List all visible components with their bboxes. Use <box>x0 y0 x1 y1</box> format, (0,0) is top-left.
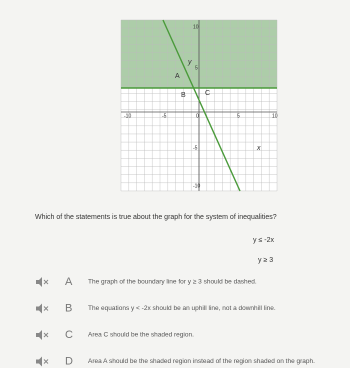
x-axis-label: x <box>256 145 261 152</box>
y-axis-label: y <box>187 59 192 66</box>
x-tick-label: 0 <box>196 113 199 119</box>
boundary-neg2x <box>162 19 241 192</box>
option[interactable]: A The graph of the boundary line for y ≥ … <box>36 276 257 288</box>
option[interactable]: D Area A should be the shaded region inst… <box>36 355 315 367</box>
options: A The graph of the boundary line for y ≥ … <box>36 276 315 367</box>
inequality: y ≤ -2x <box>253 237 274 244</box>
speaker-icon <box>36 277 42 287</box>
speaker-icon <box>36 330 42 340</box>
option-letter: C <box>65 329 73 341</box>
region-label: A <box>175 73 180 80</box>
option-text: Area C should be the shaded region. <box>88 332 194 339</box>
x-tick-label: -5 <box>162 113 167 119</box>
option-letter: B <box>65 302 72 314</box>
y-tick-label: -10 <box>193 183 200 189</box>
x-tick-label: 5 <box>237 113 240 119</box>
option-letter: D <box>65 355 73 367</box>
y-tick-label: 5 <box>195 65 198 71</box>
speaker-x <box>43 332 49 338</box>
inequality: y ≥ 3 <box>258 257 273 264</box>
option-letter: A <box>65 276 73 288</box>
speaker-x <box>43 279 49 285</box>
region-label: C <box>205 90 210 97</box>
y-tick-label: 10 <box>193 24 199 30</box>
x-tick-label: 10 <box>272 113 278 119</box>
option-text: The graph of the boundary line for y ≥ 3… <box>88 279 257 286</box>
speaker-icon <box>36 356 42 367</box>
option-text: The equations y < -2x should be an uphil… <box>88 305 276 312</box>
option-text: Area A should be the shaded region inste… <box>88 358 315 365</box>
option[interactable]: C Area C should be the shaded region. <box>36 329 194 341</box>
y-tick-label: -5 <box>193 145 198 151</box>
x-tick-label: -10 <box>124 113 131 119</box>
speaker-x <box>43 359 49 364</box>
speaker-icon <box>36 303 42 314</box>
option[interactable]: B The equations y < -2x should be an uphi… <box>36 302 276 314</box>
speaker-x <box>43 306 49 311</box>
region-label: B <box>181 92 186 99</box>
question: Which of the statements is true about th… <box>35 214 277 221</box>
